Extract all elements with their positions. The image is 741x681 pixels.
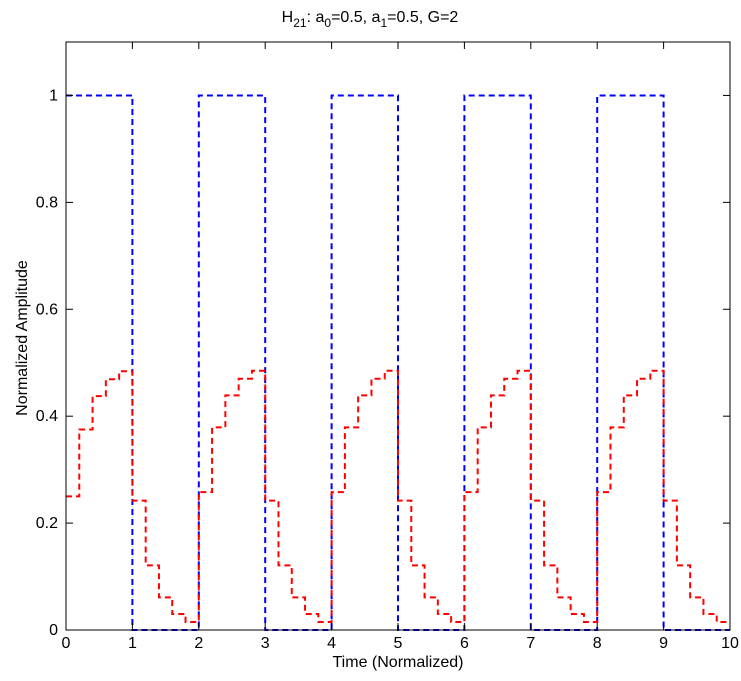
y-axis-label: Normalized Amplitude — [14, 260, 31, 416]
y-tick-label: 0.6 — [36, 301, 58, 318]
x-tick-label: 3 — [261, 635, 270, 652]
title-p2-sub: 1 — [380, 16, 387, 30]
x-tick-label: 6 — [460, 635, 469, 652]
title-main-sub: 21 — [293, 16, 307, 30]
chart-title: H21: a0=0.5, a1=0.5, G=2 — [282, 9, 459, 30]
x-tick-label: 7 — [526, 635, 535, 652]
title-p1: : a — [307, 9, 325, 26]
y-tick-label: 0.4 — [36, 408, 58, 425]
y-tick-label: 1 — [49, 87, 58, 104]
x-tick-label: 10 — [721, 635, 739, 652]
x-tick-label: 5 — [394, 635, 403, 652]
x-tick-label: 8 — [593, 635, 602, 652]
x-tick-label: 4 — [327, 635, 336, 652]
series-line-2 — [66, 369, 730, 623]
x-axis-label: Time (Normalized) — [333, 654, 464, 671]
title-p3: =0.5, G=2 — [387, 9, 458, 26]
series-line-1 — [66, 94, 730, 631]
y-tick-label: 0 — [49, 622, 58, 639]
plot-area: 0 1 2 3 4 5 6 7 8 9 10 0 0.2 0.4 0.6 0.8 1 — [36, 41, 739, 652]
title-p1-sub: 0 — [324, 16, 331, 30]
y-tick-label: 0.8 — [36, 194, 58, 211]
x-tick-label: 0 — [62, 635, 71, 652]
title-p2: =0.5, a — [331, 9, 380, 26]
title-main: H — [282, 9, 294, 26]
x-tick-label: 9 — [659, 635, 668, 652]
x-tick-label: 2 — [194, 635, 203, 652]
y-tick-label: 0.2 — [36, 515, 58, 532]
x-tick-label: 1 — [128, 635, 137, 652]
